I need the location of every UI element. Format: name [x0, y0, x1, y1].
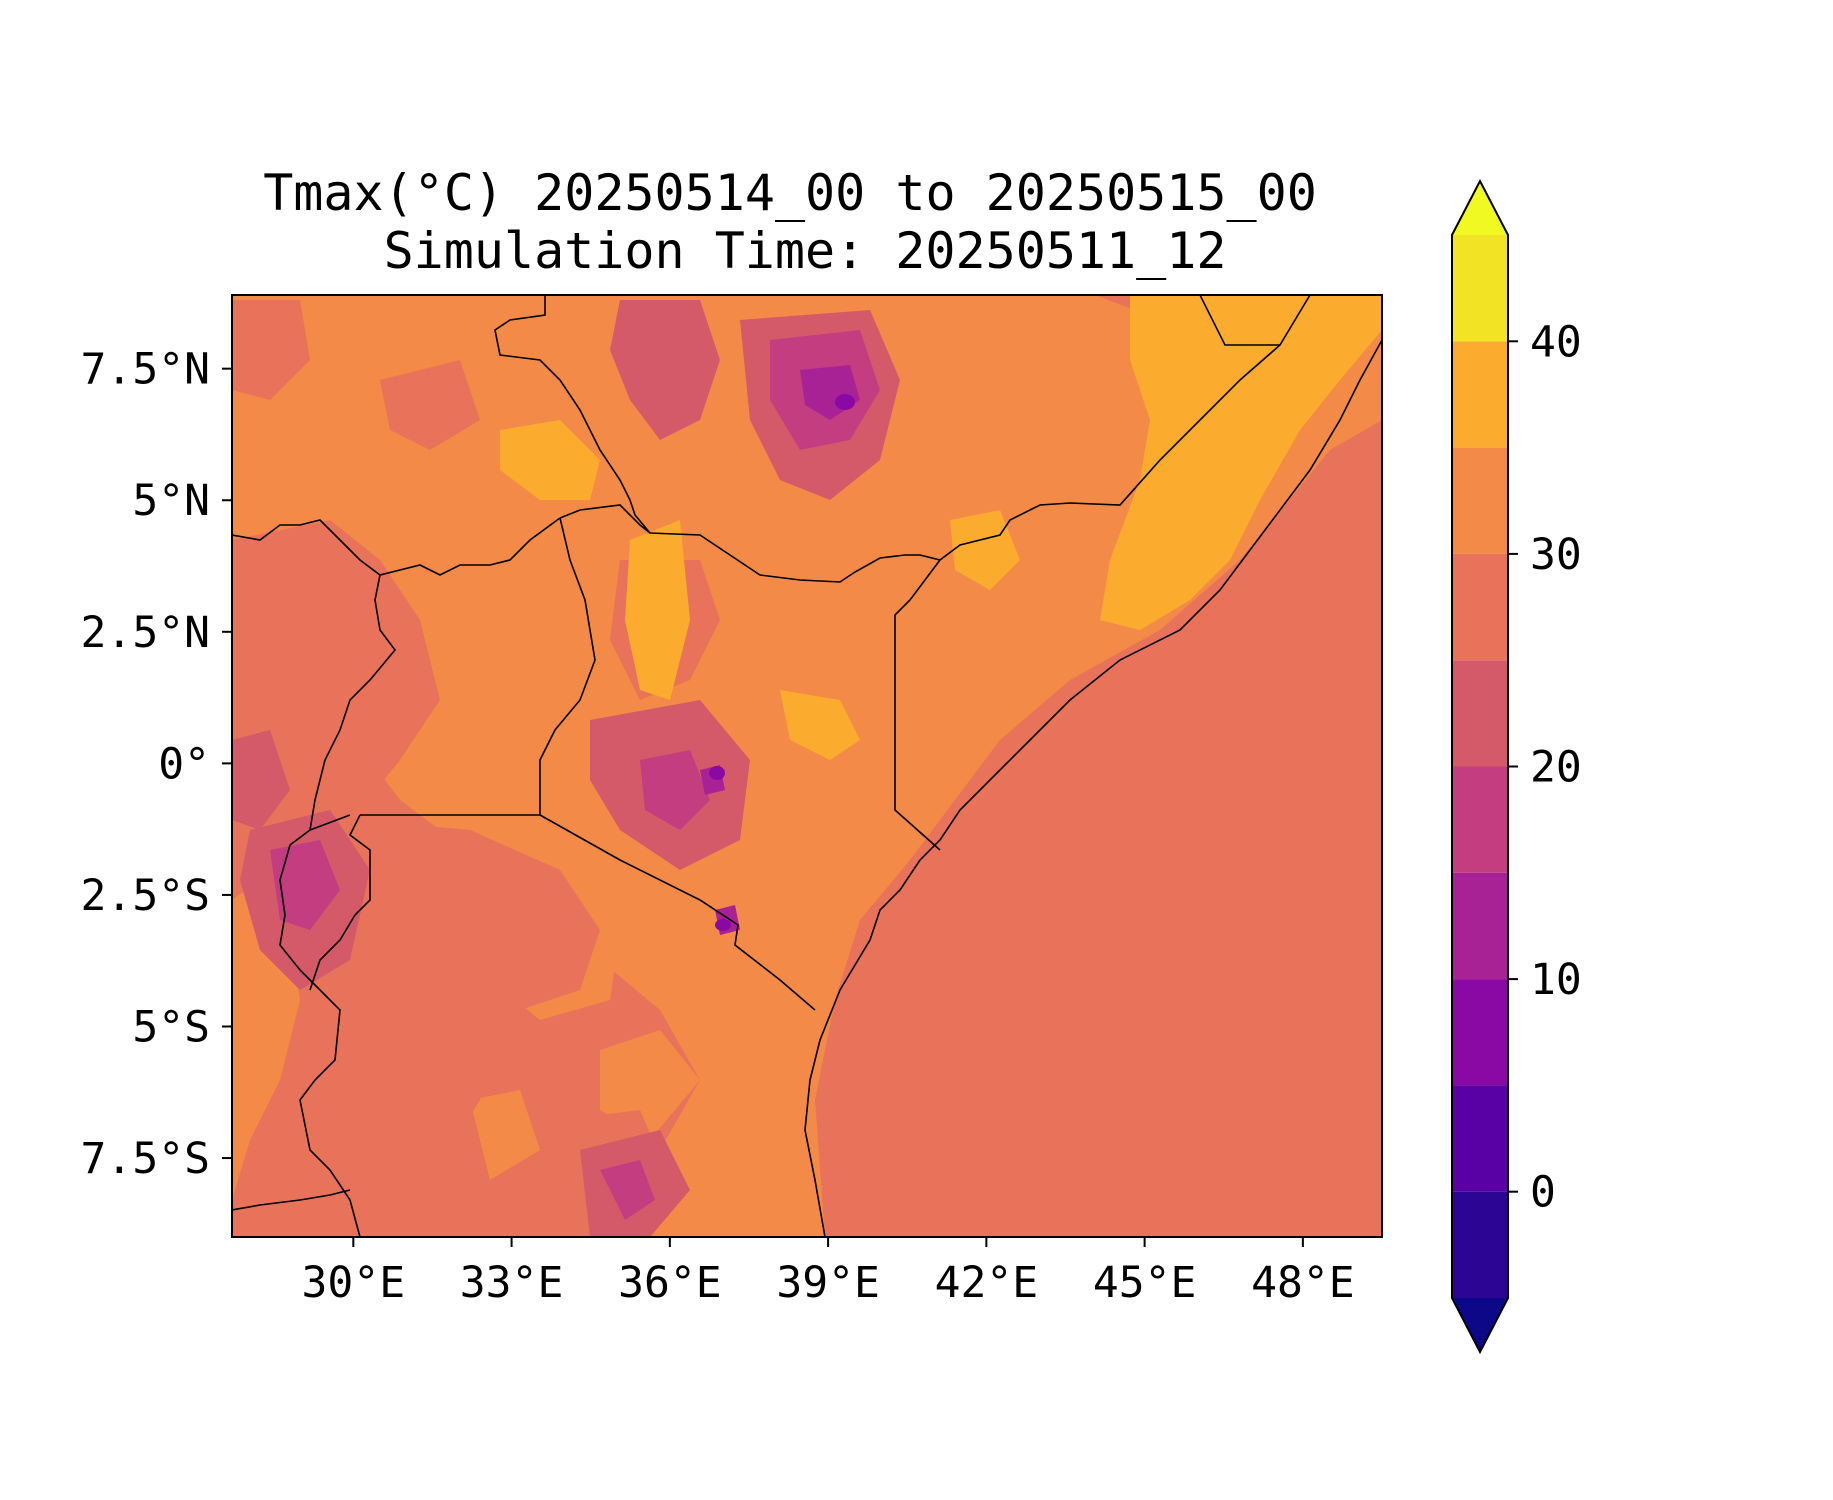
y-tick-label: 2.5°S [81, 871, 210, 921]
x-tick-label: 42°E [935, 1258, 1039, 1308]
border-somalia-ethiopia [894, 295, 1311, 851]
colorbar-tick-label: 10 [1530, 955, 1582, 1005]
y-tick-label: 7.5°N [81, 345, 210, 395]
border-lake-tanganyika [299, 1099, 361, 1237]
border-rwanda-burundi [279, 829, 341, 1101]
x-tick-label: 36°E [618, 1258, 722, 1308]
colorbar-segment [1452, 766, 1508, 873]
border-kenya-tanzania [539, 814, 816, 1011]
y-axis-ticks: 7.5°N 5°N 2.5°N 0° 2.5°S 5°S 7.5°S [81, 345, 232, 1184]
title-line-1: Tmax(°C) 20250514_00 to 20250515_00 [263, 164, 1317, 222]
title-line-2: Simulation Time: 20250511_12 [384, 222, 1227, 280]
y-tick-label: 5°S [132, 1002, 210, 1052]
colorbar-over-arrow [1452, 181, 1508, 235]
colorbar-segment [1452, 660, 1508, 767]
border-ethiopia-kenya-north [1199, 295, 1310, 346]
map-panel[interactable] [232, 295, 1382, 1237]
colorbar-segment [1452, 1191, 1508, 1298]
colorbar-segment [1452, 1085, 1508, 1192]
colorbar-tick-label: 30 [1530, 530, 1582, 580]
x-tick-label: 30°E [302, 1258, 406, 1308]
y-tick-label: 5°N [132, 476, 210, 526]
y-tick-label: 2.5°N [81, 608, 210, 658]
colorbar-segment [1452, 341, 1508, 448]
colorbar-tick-label: 0 [1530, 1168, 1556, 1218]
temperature-field-5-10 [709, 394, 855, 931]
border-kenya-ethiopia [559, 504, 941, 583]
colorbar-segment [1452, 235, 1508, 342]
colorbar-segment [1452, 447, 1508, 554]
colorbar: 0 10 20 30 40 [1451, 178, 1582, 1355]
border-zambia [232, 1189, 351, 1211]
border-south-sudan [232, 517, 561, 576]
border-drc-uganda [308, 574, 397, 832]
x-tick-label: 39°E [776, 1258, 880, 1308]
x-tick-label: 45°E [1093, 1258, 1197, 1308]
country-borders [232, 295, 1382, 1237]
x-tick-label: 48°E [1251, 1258, 1355, 1308]
colorbar-tick-label: 40 [1530, 317, 1582, 367]
coastline [804, 339, 1382, 1237]
colorbar-segment [1452, 872, 1508, 980]
colorbar-segment [1452, 553, 1508, 661]
border-lake-victoria [309, 814, 371, 991]
colorbar-tick-label: 20 [1530, 743, 1582, 793]
map-frame [231, 294, 1383, 1238]
colorbar-under-arrow [1452, 1298, 1508, 1352]
colorbar-outline [1451, 178, 1509, 1355]
border-kenya-uganda [539, 517, 596, 815]
colorbar-segment [1452, 979, 1508, 1086]
y-tick-label: 0° [158, 739, 210, 789]
border-sudan-ethiopia [494, 295, 651, 534]
x-tick-label: 33°E [460, 1258, 564, 1308]
y-tick-label: 7.5°S [81, 1134, 210, 1184]
x-axis-ticks: 30°E 33°E 36°E 39°E 42°E 45°E 48°E [302, 1237, 1355, 1308]
